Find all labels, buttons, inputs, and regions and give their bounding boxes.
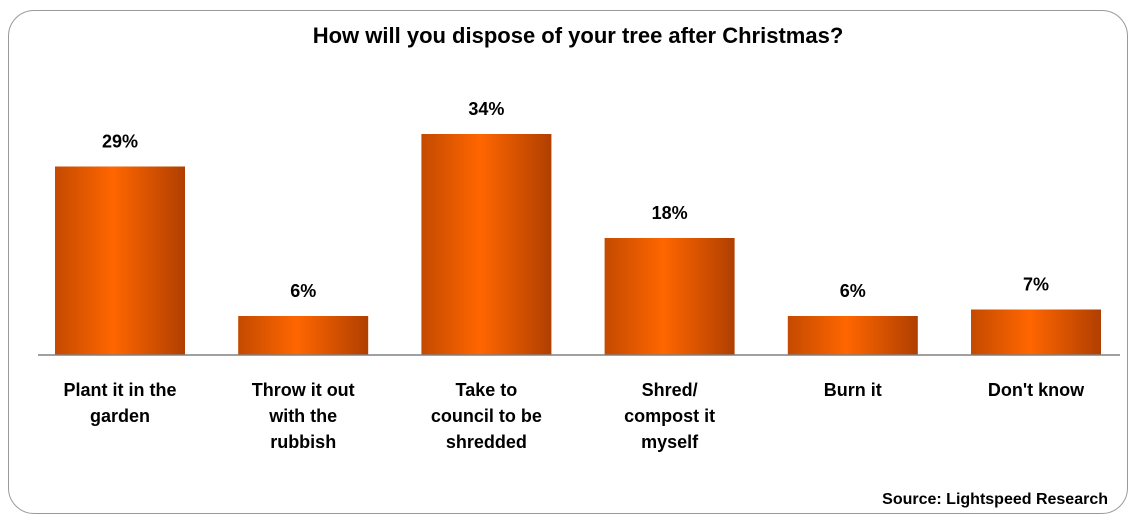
- bar-4: [787, 316, 918, 355]
- bar-2: [421, 134, 552, 355]
- category-label-3-line-2: myself: [641, 432, 699, 452]
- value-label-1: 6%: [290, 281, 316, 301]
- category-label-1-line-0: Throw it out: [252, 380, 355, 400]
- bar-3: [604, 238, 735, 355]
- value-labels-group: 29% 6% 34% 18% 6% 7%: [102, 99, 1049, 301]
- category-label-2-line-2: shredded: [446, 432, 527, 452]
- value-label-3: 18%: [652, 203, 688, 223]
- category-label-2-line-0: Take to: [456, 380, 518, 400]
- value-label-5: 7%: [1023, 275, 1049, 295]
- bar-5: [971, 309, 1101, 355]
- chart-frame: [8, 10, 1128, 514]
- source-note: Source: Lightspeed Research: [882, 491, 1108, 508]
- category-label-0-line-0: Plant it in the: [63, 380, 176, 400]
- value-label-0: 29%: [102, 132, 138, 152]
- chart-title: How will you dispose of your tree after …: [313, 23, 844, 48]
- category-label-0-line-1: garden: [90, 406, 150, 426]
- category-label-3-line-1: compost it: [624, 406, 715, 426]
- category-label-5-line-0: Don't know: [988, 380, 1085, 400]
- category-label-2-line-1: council to be: [431, 406, 542, 426]
- category-label-1-line-2: rubbish: [270, 432, 336, 452]
- value-label-2: 34%: [468, 99, 504, 119]
- category-label-3-line-0: Shred/: [642, 380, 698, 400]
- bar-0: [55, 166, 185, 355]
- bars-group: [55, 134, 1101, 355]
- value-label-4: 6%: [840, 281, 866, 301]
- category-label-1-line-1: with the: [268, 406, 337, 426]
- bar-1: [238, 316, 369, 355]
- category-labels-group: Plant it in the garden Throw it out with th…: [63, 380, 1085, 452]
- category-label-4-line-0: Burn it: [824, 380, 882, 400]
